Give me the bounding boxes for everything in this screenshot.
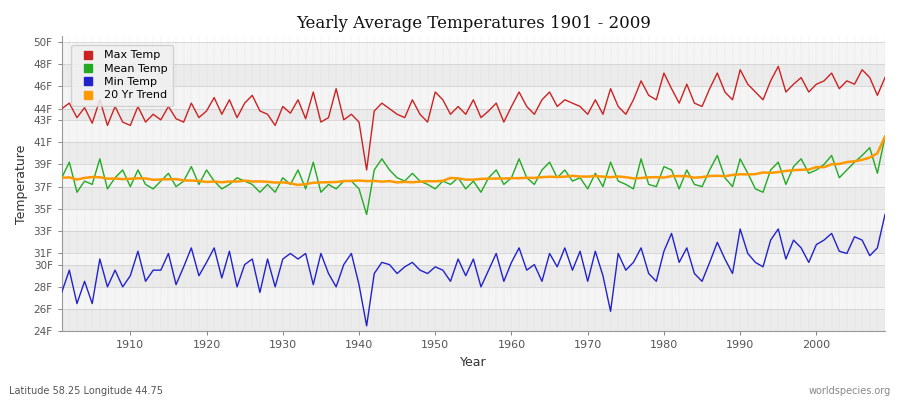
Title: Yearly Average Temperatures 1901 - 2009: Yearly Average Temperatures 1901 - 2009 xyxy=(296,15,651,32)
Bar xyxy=(62,120,885,142)
Text: Latitude 58.25 Longitude 44.75: Latitude 58.25 Longitude 44.75 xyxy=(9,386,163,396)
Text: worldspecies.org: worldspecies.org xyxy=(809,386,891,396)
Bar xyxy=(62,109,885,120)
X-axis label: Year: Year xyxy=(460,356,487,369)
Bar xyxy=(62,209,885,231)
Bar xyxy=(62,254,885,265)
Bar xyxy=(62,187,885,209)
Bar xyxy=(62,64,885,86)
Bar xyxy=(62,142,885,164)
Bar xyxy=(62,309,885,332)
Y-axis label: Temperature: Temperature xyxy=(15,144,28,224)
Bar xyxy=(62,265,885,287)
Bar xyxy=(62,231,885,254)
Bar xyxy=(62,164,885,187)
Bar xyxy=(62,287,885,309)
Bar xyxy=(62,86,885,109)
Legend: Max Temp, Mean Temp, Min Temp, 20 Yr Trend: Max Temp, Mean Temp, Min Temp, 20 Yr Tre… xyxy=(71,45,173,106)
Bar xyxy=(62,42,885,64)
